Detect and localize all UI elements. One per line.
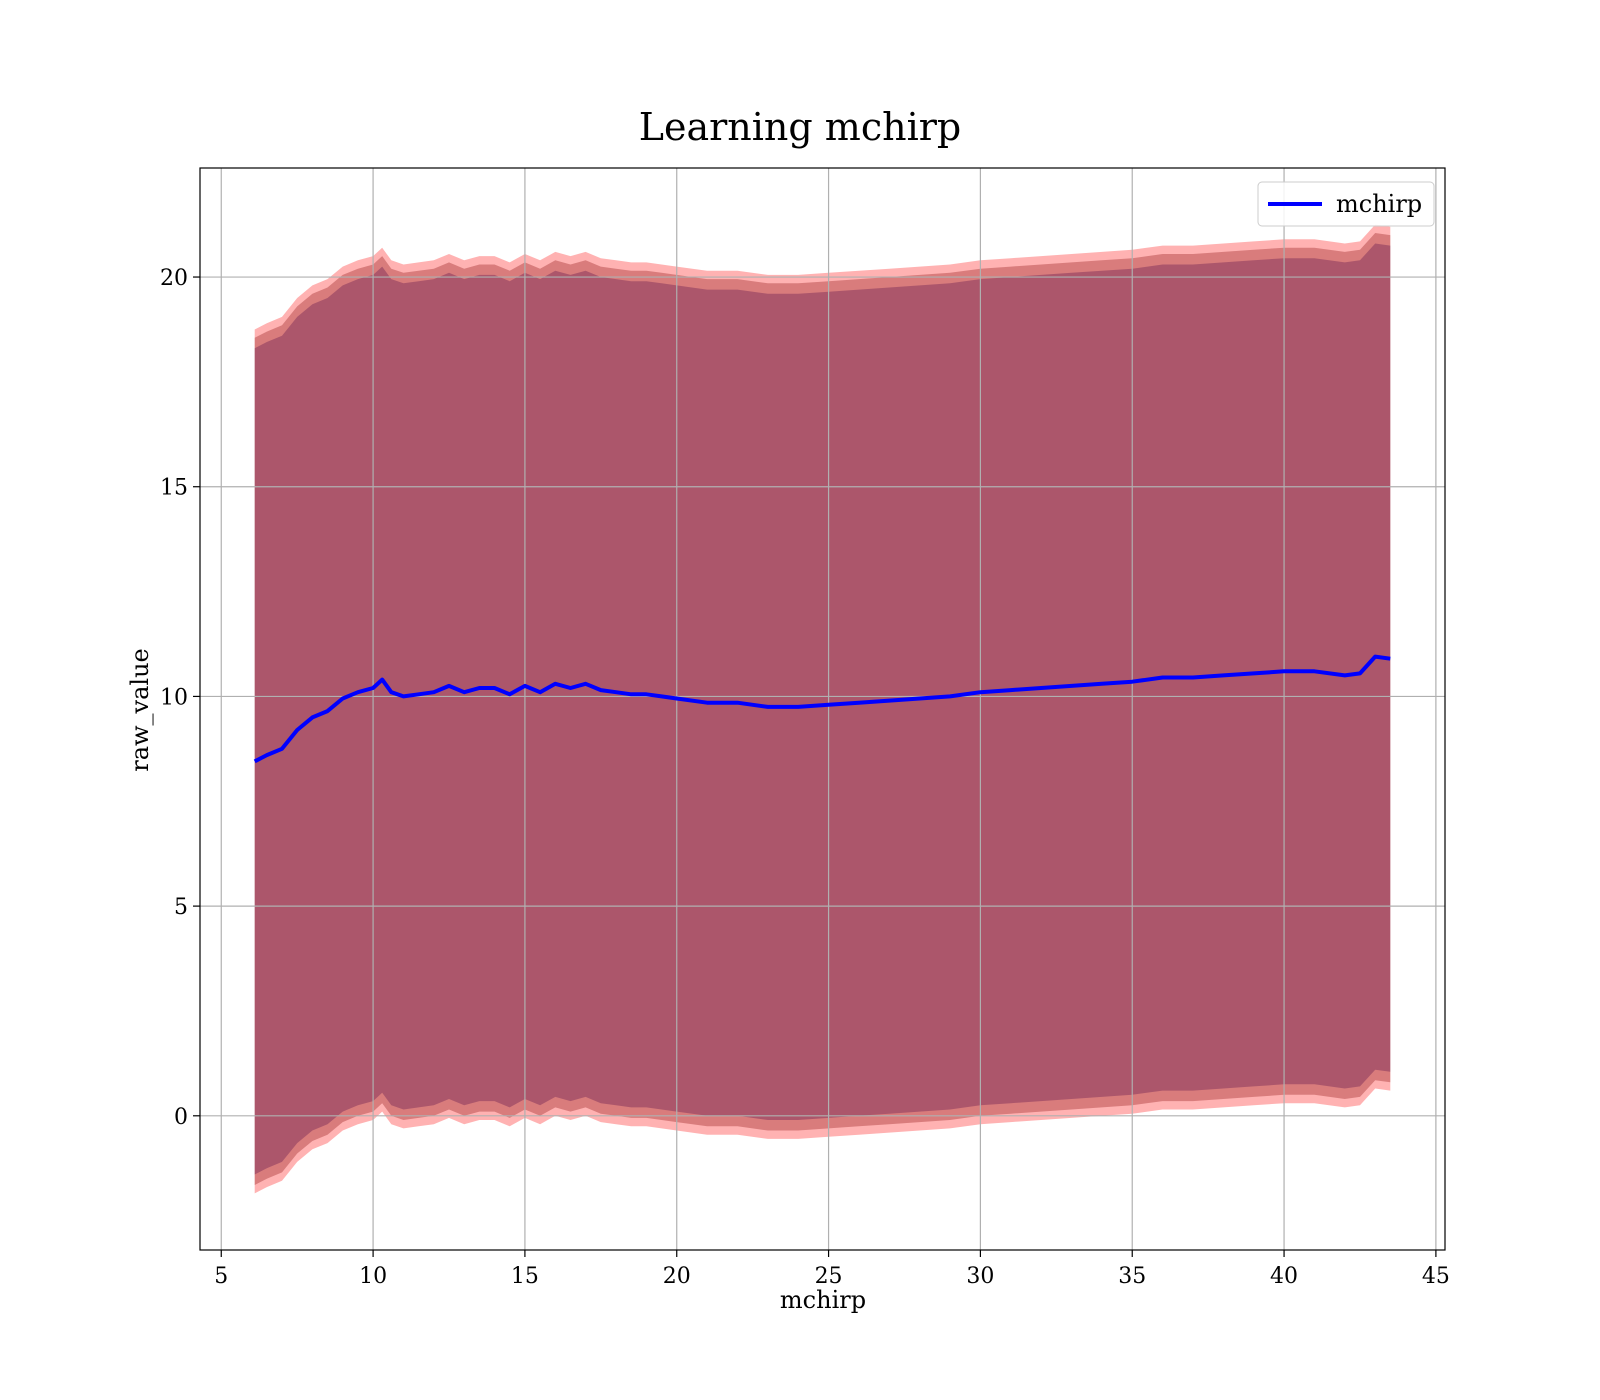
y-tick-label: 5 [174, 895, 188, 920]
x-tick-label: 5 [214, 1264, 228, 1289]
y-tick-label: 20 [160, 266, 188, 291]
confidence-band-2 [254, 233, 1391, 1185]
y-tick-label: 0 [174, 1105, 188, 1130]
x-tick-label: 10 [359, 1264, 387, 1289]
grid [200, 168, 1445, 1250]
legend: mchirp [1257, 181, 1435, 227]
legend-box [1257, 181, 1435, 227]
x-tick-label: 40 [1270, 1264, 1298, 1289]
legend-label: mchirp [1336, 190, 1422, 218]
confidence-band-3 [254, 243, 1391, 1175]
y-axis-label: raw_value [126, 648, 154, 772]
x-tick-label: 20 [663, 1264, 691, 1289]
confidence-bands [254, 224, 1391, 1194]
x-axis-label: mchirp [780, 1286, 866, 1314]
x-tick-label: 45 [1422, 1264, 1450, 1289]
series-line-mchirp [253, 654, 1391, 764]
chart-title: Learning mchirp [639, 105, 961, 149]
y-tick-label: 10 [160, 685, 188, 710]
y-tick-label: 15 [160, 476, 188, 501]
x-tick-label: 35 [1118, 1264, 1146, 1289]
series-lines [253, 654, 1391, 764]
x-tick-label: 15 [511, 1264, 539, 1289]
x-tick-label: 30 [966, 1264, 994, 1289]
x-axis-ticks: 5 10 15 20 25 30 35 40 45 [214, 1250, 1450, 1289]
confidence-band-1 [254, 224, 1391, 1194]
x-tick-label: 25 [815, 1264, 843, 1289]
plot-frame [199, 167, 1446, 1251]
y-axis-ticks: 0 5 10 15 20 [160, 266, 200, 1130]
